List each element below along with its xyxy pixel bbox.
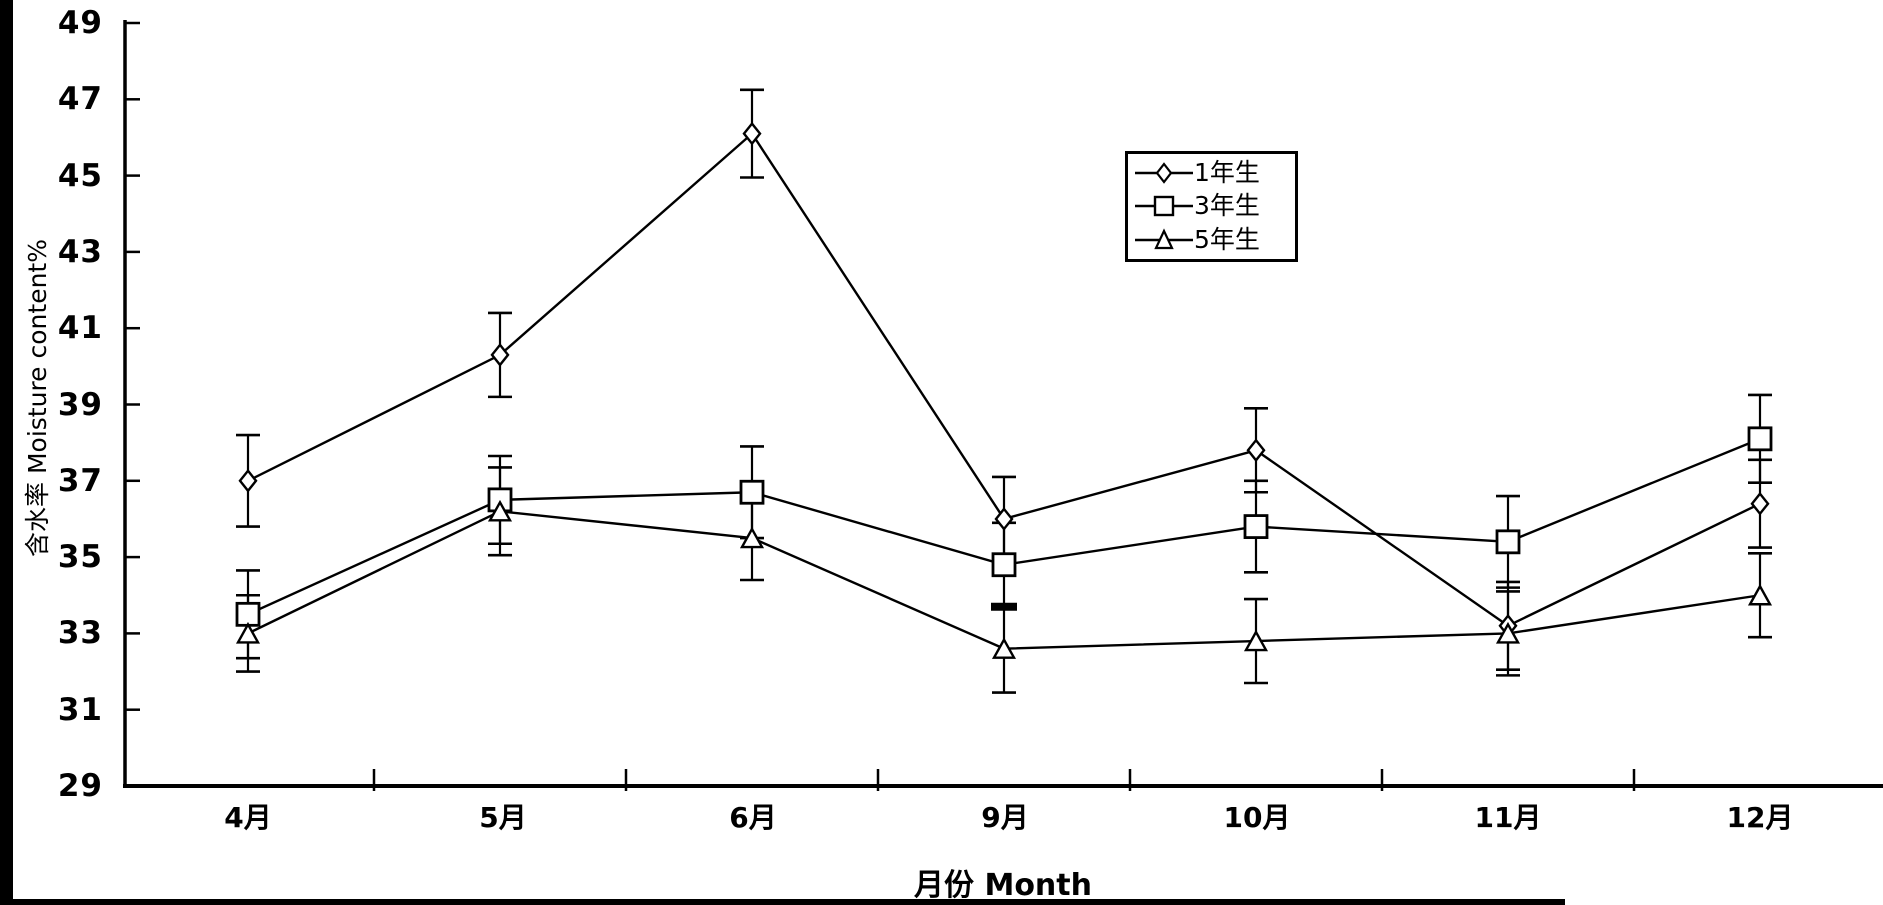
x-tick-label: 5月 — [479, 801, 527, 834]
y-tick-label: 43 — [57, 234, 103, 270]
legend-item-1: 1年生 — [1134, 157, 1295, 189]
scan-bottom-border — [0, 899, 1565, 905]
diamond-marker-icon — [1135, 162, 1193, 184]
data-point-triangle — [1495, 621, 1521, 644]
y-tick-label: 41 — [57, 310, 103, 346]
x-tick-label: 10月 — [1223, 801, 1291, 834]
data-point-square — [1243, 514, 1269, 539]
y-tick-label: 39 — [57, 387, 103, 423]
data-point-square — [991, 552, 1017, 578]
data-point-diamond — [1246, 438, 1266, 463]
x-axis-title: 月份 Month — [914, 868, 1092, 903]
x-tick-label: 6月 — [729, 801, 777, 834]
data-point-triangle — [235, 621, 261, 644]
data-point-diamond — [1750, 491, 1770, 516]
data-point-square — [1495, 529, 1521, 555]
x-tick-label: 9月 — [981, 801, 1029, 834]
y-tick-label: 31 — [57, 692, 103, 728]
data-point-triangle — [487, 499, 513, 522]
y-tick-label: 47 — [57, 81, 103, 117]
legend-label: 5年生 — [1194, 225, 1260, 255]
data-point-triangle — [1243, 629, 1269, 652]
x-tick-label: 4月 — [224, 801, 272, 834]
x-tick-label: 12月 — [1726, 801, 1794, 834]
legend-label: 3年生 — [1194, 191, 1260, 221]
triangle-marker-icon — [1135, 228, 1193, 250]
square-marker-icon — [1135, 196, 1193, 217]
y-tick-label: 35 — [57, 539, 103, 575]
y-tick-label: 29 — [57, 768, 103, 804]
legend-item-2: 3年生 — [1134, 190, 1295, 222]
data-point-triangle — [1747, 583, 1773, 606]
y-tick-label: 37 — [57, 463, 103, 499]
scan-left-border — [0, 0, 13, 905]
legend-label: 1年生 — [1194, 157, 1260, 187]
y-axis-title: 含水率 Moisture content% — [23, 239, 52, 557]
data-point-diamond — [742, 121, 762, 146]
data-point-triangle — [991, 637, 1017, 659]
legend: 1年生 3年生 5年生 — [1125, 151, 1298, 262]
x-tick-label: 11月 — [1474, 801, 1542, 834]
data-point-square — [739, 479, 765, 505]
legend-item-3: 5年生 — [1134, 224, 1295, 256]
data-point-square — [1747, 426, 1773, 452]
data-point-diamond — [490, 342, 510, 367]
y-tick-label: 45 — [57, 158, 103, 194]
data-point-triangle — [739, 526, 765, 549]
y-tick-label: 49 — [57, 5, 103, 41]
data-point-diamond — [238, 468, 258, 493]
data-point-diamond — [994, 507, 1014, 531]
y-tick-label: 33 — [57, 615, 103, 651]
